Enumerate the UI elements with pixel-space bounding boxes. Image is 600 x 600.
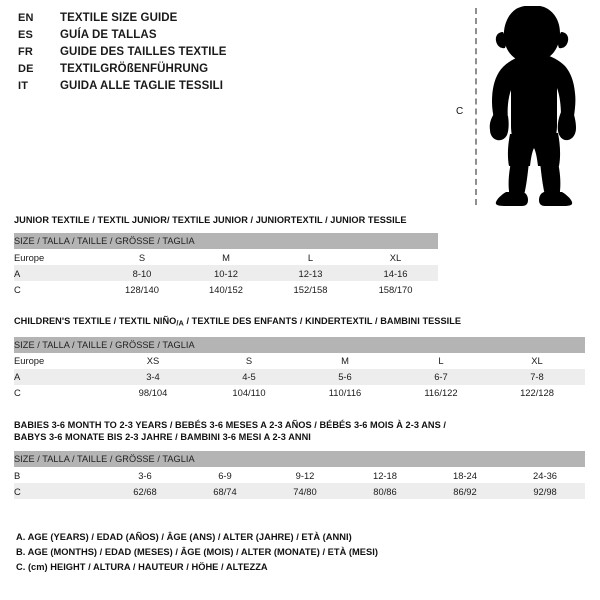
height-illustration: C xyxy=(440,0,600,212)
language-row-es: ES GUÍA DE TALLAS xyxy=(18,29,438,46)
language-row-it: IT GUIDA ALLE TAGLIE TESSILI xyxy=(18,80,438,97)
row-label: C xyxy=(14,483,105,499)
row-cell: 14-16 xyxy=(353,265,439,281)
language-code: DE xyxy=(18,63,34,75)
measurement-legend: A. AGE (YEARS) / EDAD (AÑOS) / ÂGE (ANS)… xyxy=(16,530,536,575)
row-cell: 8-10 xyxy=(100,265,184,281)
language-title: GUIDE DES TAILLES TEXTILE xyxy=(60,46,227,58)
table-header-band: SIZE / TALLA / TAILLE / GRÖSSE / TAGLIA xyxy=(14,336,586,353)
table-row: A 8-10 10-12 12-13 14-16 xyxy=(14,265,439,281)
table-header-band: SIZE / TALLA / TAILLE / GRÖSSE / TAGLIA xyxy=(14,451,586,467)
row-cell: 6-9 xyxy=(185,467,265,483)
row-cell: 12-13 xyxy=(268,265,353,281)
legend-line-b: B. AGE (MONTHS) / EDAD (MESES) / ÂGE (MO… xyxy=(16,547,378,557)
row-cell: L xyxy=(268,249,353,265)
size-band-label: SIZE / TALLA / TAILLE / GRÖSSE / TAGLIA xyxy=(14,336,586,353)
language-row-fr: FR GUIDE DES TAILLES TEXTILE xyxy=(18,46,438,63)
table-row: Europe XS S M L XL xyxy=(14,352,586,369)
size-band-label: SIZE / TALLA / TAILLE / GRÖSSE / TAGLIA xyxy=(14,451,586,467)
legend-line-c: C. (cm) HEIGHT / ALTURA / HAUTEUR / HÖHE… xyxy=(16,562,268,572)
row-cell: 3-4 xyxy=(105,368,201,385)
row-cell: 86/92 xyxy=(425,483,505,499)
table-header-band: SIZE / TALLA / TAILLE / GRÖSSE / TAGLIA xyxy=(14,233,439,249)
row-cell: XL xyxy=(489,352,586,369)
row-cell: 158/170 xyxy=(353,281,439,297)
language-title: TEXTILGRÖßENFÜHRUNG xyxy=(60,63,209,75)
children-size-table: SIZE / TALLA / TAILLE / GRÖSSE / TAGLIA … xyxy=(14,336,586,401)
language-code: ES xyxy=(18,29,34,41)
legend-line-a: A. AGE (YEARS) / EDAD (AÑOS) / ÂGE (ANS)… xyxy=(16,532,352,542)
row-label: C xyxy=(14,281,100,297)
height-measure-label: C xyxy=(456,106,464,117)
row-cell: 62/68 xyxy=(105,483,185,499)
row-cell: 68/74 xyxy=(185,483,265,499)
row-cell: XS xyxy=(105,352,201,369)
row-label: B xyxy=(14,467,105,483)
row-cell: 80/86 xyxy=(345,483,425,499)
row-cell: 10-12 xyxy=(184,265,268,281)
row-cell: 140/152 xyxy=(184,281,268,297)
size-band-label: SIZE / TALLA / TAILLE / GRÖSSE / TAGLIA xyxy=(14,233,439,249)
language-title: GUIDA ALLE TAGLIE TESSILI xyxy=(60,80,224,92)
row-cell: M xyxy=(184,249,268,265)
row-cell: 12-18 xyxy=(345,467,425,483)
row-cell: 116/122 xyxy=(393,384,489,401)
toddler-silhouette-icon xyxy=(489,6,576,206)
language-code: EN xyxy=(18,12,34,24)
language-title-list: EN TEXTILE SIZE GUIDE ES GUÍA DE TALLAS … xyxy=(18,12,438,97)
row-cell: 6-7 xyxy=(393,368,489,385)
row-cell: 24-36 xyxy=(505,467,586,483)
row-cell: 152/158 xyxy=(268,281,353,297)
language-code: FR xyxy=(18,46,34,58)
row-label: A xyxy=(14,368,105,385)
row-cell: S xyxy=(100,249,184,265)
junior-section-title: JUNIOR TEXTILE / TEXTIL JUNIOR/ TEXTILE … xyxy=(14,215,407,225)
language-row-de: DE TEXTILGRÖßENFÜHRUNG xyxy=(18,63,438,80)
language-title: GUÍA DE TALLAS xyxy=(60,29,157,41)
row-cell: 98/104 xyxy=(105,384,201,401)
row-cell: 3-6 xyxy=(105,467,185,483)
row-cell: 122/128 xyxy=(489,384,586,401)
row-label: Europe xyxy=(14,352,105,369)
table-row: A 3-4 4-5 5-6 6-7 7-8 xyxy=(14,368,586,385)
row-cell: 4-5 xyxy=(201,368,297,385)
babies-section-title-line1: BABIES 3-6 MONTH TO 2-3 YEARS / BEBÉS 3-… xyxy=(14,420,447,430)
table-row: C 128/140 140/152 152/158 158/170 xyxy=(14,281,439,297)
babies-size-table: SIZE / TALLA / TAILLE / GRÖSSE / TAGLIA … xyxy=(14,451,586,499)
row-cell: 110/116 xyxy=(297,384,393,401)
row-cell: 104/110 xyxy=(201,384,297,401)
row-cell: S xyxy=(201,352,297,369)
row-cell: M xyxy=(297,352,393,369)
children-title-sub: /A xyxy=(176,318,184,328)
row-cell: L xyxy=(393,352,489,369)
babies-section-title-line2: BABYS 3-6 MONATE BIS 2-3 JAHRE / BAMBINI… xyxy=(14,432,311,442)
row-cell: 92/98 xyxy=(505,483,586,499)
row-label: C xyxy=(14,384,105,401)
language-code: IT xyxy=(18,80,29,92)
row-label: Europe xyxy=(14,249,100,265)
table-row: C 98/104 104/110 110/116 116/122 122/128 xyxy=(14,384,586,401)
language-row-en: EN TEXTILE SIZE GUIDE xyxy=(18,12,438,29)
children-textile-section: CHILDREN'S TEXTILE / TEXTIL NIÑO/A / TEX… xyxy=(14,315,586,401)
babies-textile-section: BABIES 3-6 MONTH TO 2-3 YEARS / BEBÉS 3-… xyxy=(14,419,586,499)
children-title-pre: CHILDREN'S TEXTILE / TEXTIL NIÑO xyxy=(14,316,177,326)
row-cell: 9-12 xyxy=(265,467,345,483)
table-row: C 62/68 68/74 74/80 80/86 86/92 92/98 xyxy=(14,483,586,499)
row-cell: 5-6 xyxy=(297,368,393,385)
height-measure-dashed-line xyxy=(475,8,477,205)
table-row: Europe S M L XL xyxy=(14,249,439,265)
junior-size-table: SIZE / TALLA / TAILLE / GRÖSSE / TAGLIA … xyxy=(14,233,439,297)
children-section-title: CHILDREN'S TEXTILE / TEXTIL NIÑO/A / TEX… xyxy=(14,315,585,330)
row-label: A xyxy=(14,265,100,281)
junior-textile-section: JUNIOR TEXTILE / TEXTIL JUNIOR/ TEXTILE … xyxy=(14,214,439,297)
row-cell: XL xyxy=(353,249,439,265)
row-cell: 7-8 xyxy=(489,368,586,385)
table-row: B 3-6 6-9 9-12 12-18 18-24 24-36 xyxy=(14,467,586,483)
row-cell: 128/140 xyxy=(100,281,184,297)
children-title-post: / TEXTILE DES ENFANTS / KINDERTEXTIL / B… xyxy=(183,316,462,326)
row-cell: 74/80 xyxy=(265,483,345,499)
row-cell: 18-24 xyxy=(425,467,505,483)
language-title: TEXTILE SIZE GUIDE xyxy=(60,12,178,24)
